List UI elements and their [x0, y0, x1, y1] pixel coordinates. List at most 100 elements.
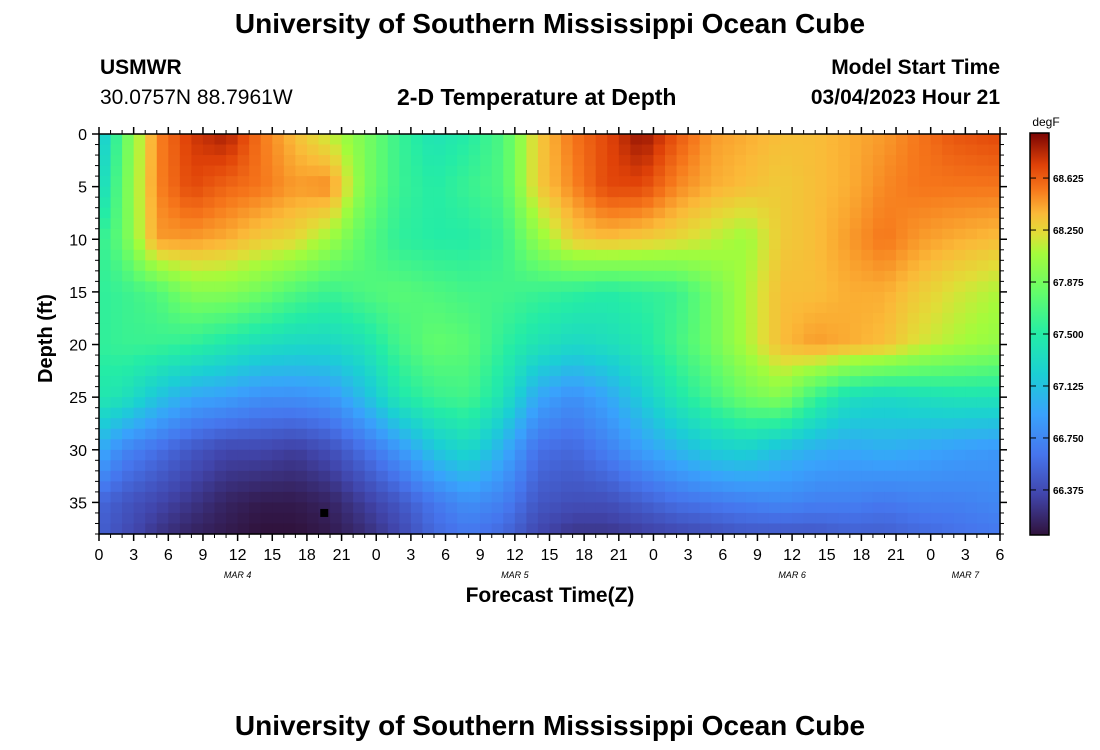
heatmap-cell: [283, 270, 296, 282]
heatmap-cell: [537, 418, 551, 430]
heatmap-cell: [988, 291, 1001, 304]
heatmap-cell: [353, 144, 366, 156]
heatmap-cell: [768, 523, 782, 535]
heatmap-cell: [399, 281, 412, 293]
heatmap-cell: [907, 249, 920, 261]
heatmap-cell: [399, 512, 412, 525]
heatmap-cell: [503, 491, 516, 504]
x-tick-label: 6: [441, 547, 450, 564]
heatmap-cell: [676, 439, 689, 451]
heatmap-cell: [260, 460, 273, 472]
heatmap-cell: [422, 197, 435, 209]
heatmap-cell: [953, 376, 966, 388]
heatmap-cell: [376, 512, 389, 525]
heatmap-cell: [965, 197, 978, 209]
heatmap-cell: [976, 344, 990, 356]
heatmap-cell: [376, 176, 389, 188]
heatmap-cell: [110, 523, 123, 535]
heatmap-cell: [214, 281, 227, 293]
heatmap-cell: [792, 291, 805, 304]
heatmap-cell: [364, 502, 377, 514]
heatmap-cell: [780, 344, 793, 356]
heatmap-cell: [503, 407, 516, 419]
heatmap-cell: [549, 155, 562, 167]
heatmap-cell: [387, 323, 400, 335]
heatmap-cell: [618, 439, 631, 451]
heatmap-cell: [376, 334, 389, 346]
heatmap-cell: [122, 449, 135, 461]
heatmap-cell: [330, 386, 343, 398]
heatmap-cell: [387, 418, 400, 430]
heatmap-cell: [699, 376, 712, 388]
heatmap-cell: [572, 176, 585, 188]
heatmap-cell: [641, 428, 655, 440]
heatmap-cell: [884, 281, 897, 293]
heatmap-cell: [168, 470, 181, 482]
heatmap-cell: [815, 197, 828, 209]
heatmap-cell: [433, 502, 447, 514]
heatmap-cell: [514, 386, 527, 398]
heatmap-cell: [884, 397, 897, 409]
heatmap-cell: [191, 334, 204, 346]
heatmap-cell: [688, 239, 701, 251]
heatmap-cell: [896, 291, 909, 304]
heatmap-cell: [364, 270, 377, 282]
heatmap-cell: [468, 460, 481, 472]
heatmap-cell: [757, 491, 770, 504]
heatmap-cell: [595, 249, 608, 261]
heatmap-cell: [849, 470, 862, 482]
heatmap-cell: [780, 449, 793, 461]
heatmap-cell: [988, 155, 1001, 167]
heatmap-cell: [249, 355, 262, 367]
heatmap-cell: [965, 376, 978, 388]
heatmap-cell: [561, 397, 574, 409]
heatmap-cell: [549, 270, 562, 282]
heatmap-cell: [99, 376, 112, 388]
heatmap-cell: [191, 176, 204, 188]
heatmap-cell: [872, 449, 886, 461]
heatmap-cell: [896, 470, 909, 482]
heatmap-cell: [561, 355, 574, 367]
heatmap-cell: [156, 355, 169, 367]
heatmap-cell: [896, 502, 909, 514]
heatmap-cell: [988, 176, 1001, 188]
heatmap-cell: [826, 134, 839, 146]
heatmap-cell: [514, 355, 527, 367]
heatmap-cell: [618, 407, 631, 419]
heatmap-cell: [249, 491, 262, 504]
heatmap-cell: [457, 355, 470, 367]
heatmap-cell: [214, 449, 227, 461]
heatmap-cell: [815, 281, 828, 293]
heatmap-cell: [861, 512, 874, 525]
heatmap-cell: [491, 470, 504, 482]
heatmap-cell: [745, 334, 759, 346]
heatmap-cell: [526, 491, 539, 504]
heatmap-cell: [526, 144, 539, 156]
heatmap-cell: [872, 207, 886, 219]
heatmap-cell: [930, 344, 943, 356]
heatmap-cell: [457, 260, 470, 272]
heatmap-cell: [838, 428, 851, 440]
heatmap-cell: [191, 428, 204, 440]
heatmap-cell: [595, 218, 608, 230]
heatmap-cell: [734, 481, 747, 493]
station-name: USMWR: [100, 56, 182, 79]
heatmap-cell: [433, 428, 447, 440]
heatmap-cell: [965, 134, 978, 146]
heatmap-cell: [122, 523, 135, 535]
heatmap-cell: [653, 144, 666, 156]
heatmap-cell: [803, 323, 816, 335]
heatmap-cell: [607, 155, 620, 167]
heatmap-cell: [630, 439, 643, 451]
heatmap-cell: [630, 376, 643, 388]
heatmap-cell: [537, 428, 551, 440]
heatmap-cell: [283, 176, 296, 188]
heatmap-cell: [503, 197, 516, 209]
heatmap-cell: [422, 418, 435, 430]
heatmap-cell: [572, 481, 585, 493]
heatmap-cell: [156, 376, 169, 388]
heatmap-cell: [595, 397, 608, 409]
heatmap-cell: [630, 470, 643, 482]
heatmap-cell: [537, 355, 551, 367]
heatmap-cell: [561, 428, 574, 440]
